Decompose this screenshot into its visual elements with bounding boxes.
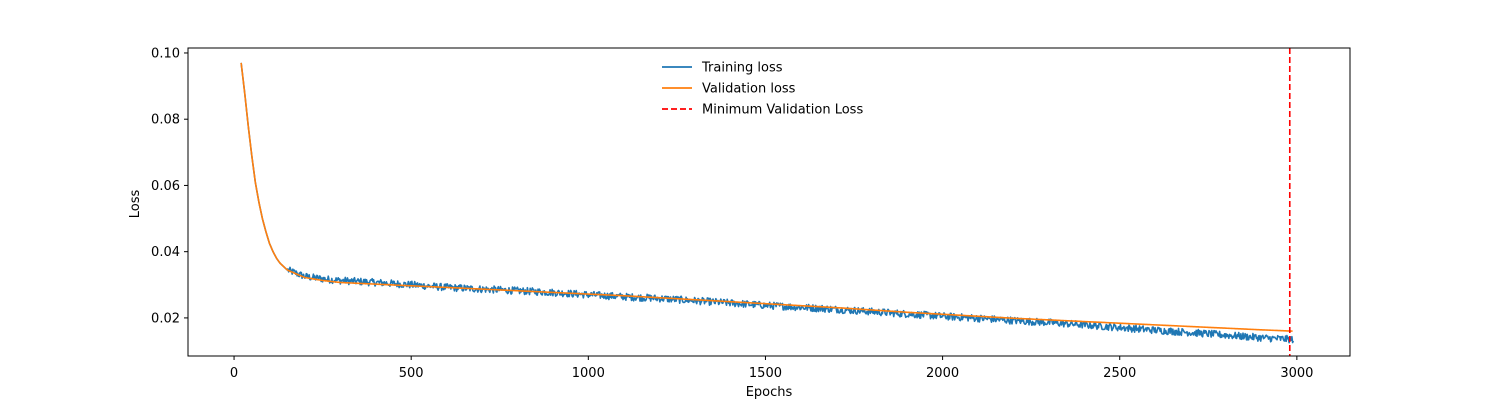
legend: Training loss Validation loss Minimum Vali… — [662, 61, 863, 118]
x-axis-label: Epochs — [746, 385, 793, 400]
y-tick-label: 0.02 — [151, 311, 180, 326]
y-axis-label: Loss — [128, 190, 143, 219]
x-tick-label: 1500 — [749, 366, 782, 381]
x-tick-label: 2500 — [1103, 366, 1136, 381]
series-layer — [240, 48, 1295, 356]
series-line-training-loss — [240, 62, 1295, 344]
series-line-validation-loss — [240, 62, 1293, 332]
y-tick-label: 0.04 — [151, 245, 180, 260]
x-axis: 0 500 1000 1500 2000 2500 3000 — [230, 356, 1313, 381]
x-tick-label: 0 — [230, 366, 238, 381]
x-tick-label: 2000 — [926, 366, 959, 381]
y-tick-label: 0.06 — [151, 179, 180, 194]
legend-label: Validation loss — [702, 82, 796, 97]
legend-label: Minimum Validation Loss — [702, 103, 863, 118]
y-tick-label: 0.08 — [151, 113, 180, 128]
y-tick-label: 0.10 — [151, 46, 180, 61]
y-axis: 0.02 0.04 0.06 0.08 0.10 — [151, 46, 188, 326]
x-tick-label: 1000 — [572, 366, 605, 381]
legend-label: Training loss — [701, 61, 783, 76]
x-tick-label: 3000 — [1280, 366, 1313, 381]
plot-frame — [187, 47, 1351, 357]
x-tick-label: 500 — [399, 366, 424, 381]
